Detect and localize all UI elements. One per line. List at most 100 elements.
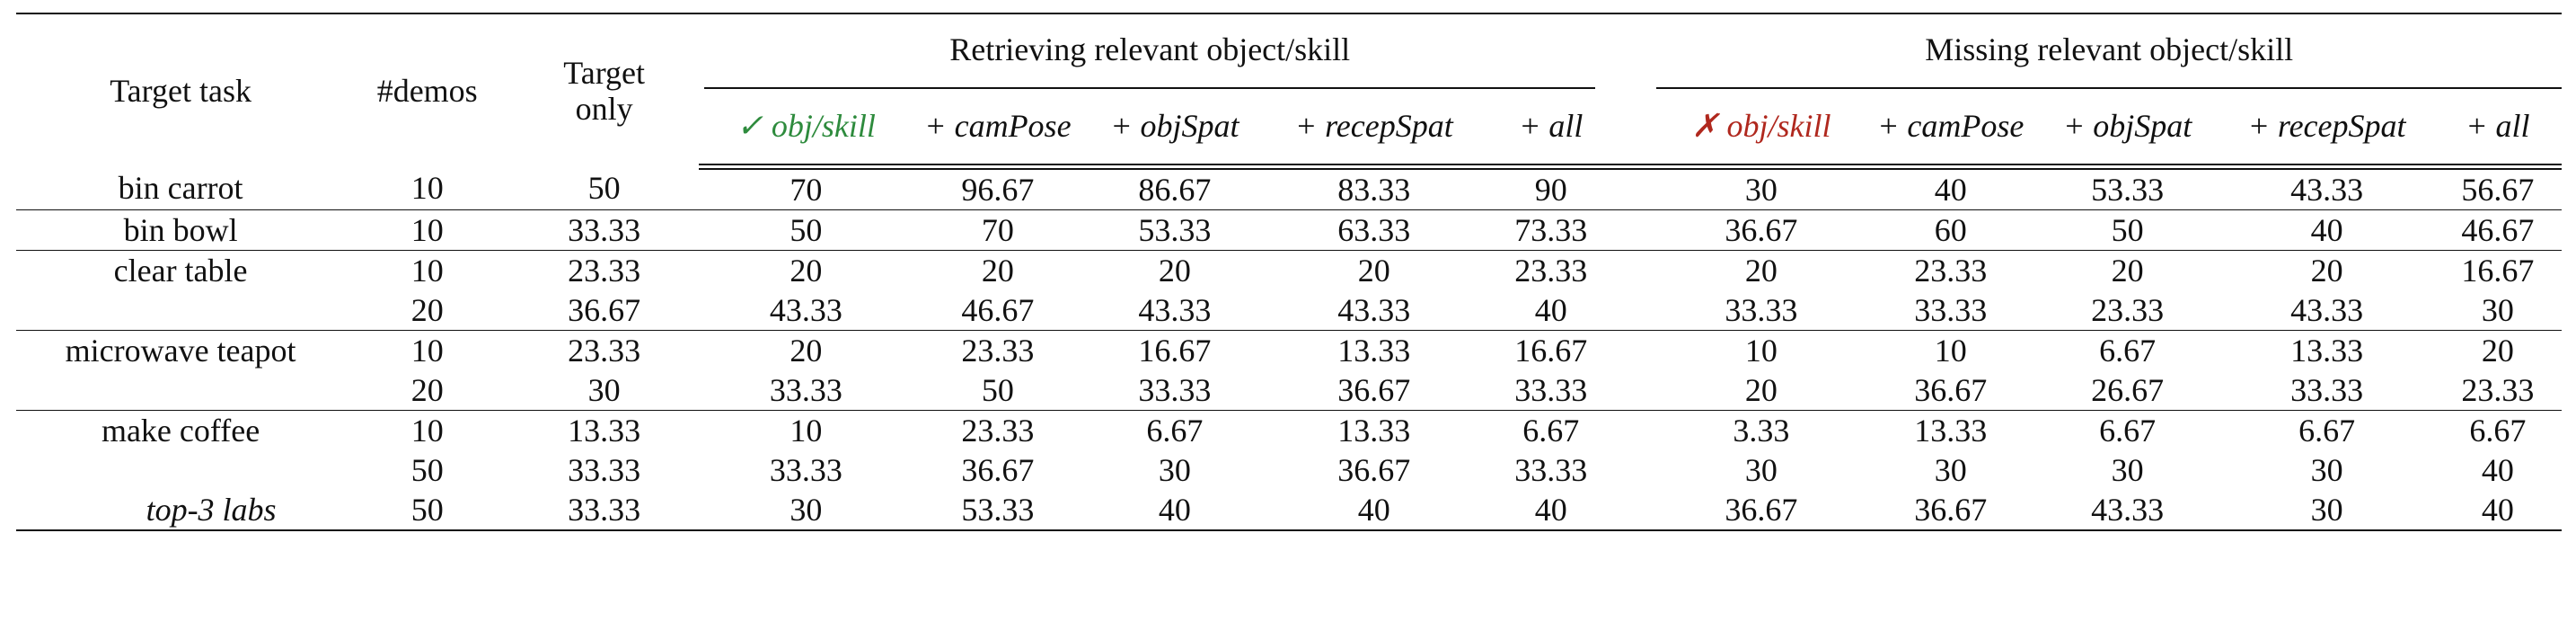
retrieving-value-cell: 40 xyxy=(1266,490,1482,531)
header-group-missing-label: Missing relevant object/skill xyxy=(1656,13,2562,89)
retrieving-value-cell: 23.33 xyxy=(961,333,1035,369)
missing-value-cell: 33.33 xyxy=(1866,290,2036,331)
retrieving-value-cell: 20 xyxy=(1357,253,1390,289)
missing-value-cell: 36.67 xyxy=(1656,209,1866,251)
demos-cell: 10 xyxy=(345,166,510,210)
column-gap xyxy=(1620,411,1656,451)
header-target-only-line1: Target xyxy=(563,54,646,91)
missing-value-cell: 6.67 xyxy=(2298,413,2356,449)
target-only-cell: 33.33 xyxy=(568,452,641,488)
retrieving-value-cell: 20 xyxy=(790,333,823,369)
header-gap xyxy=(1620,13,1657,88)
missing-value-cell: 3.33 xyxy=(1733,413,1790,449)
header-row-1: Target task #demos Target only Retrievin… xyxy=(16,13,2562,167)
table-row: 50 33.33 33.33 36.67 30 36.67 33.33 30 30 30 30 40 xyxy=(16,450,2562,490)
retrieving-value-cell: 63.33 xyxy=(1266,209,1482,251)
column-gap xyxy=(1620,166,1657,210)
header-group-missing: Missing relevant object/skill xyxy=(1656,13,2562,89)
missing-value-cell: 30 xyxy=(2219,490,2434,531)
retrieving-value-cell: 6.67 xyxy=(1146,413,1204,449)
missing-value-cell: 36.67 xyxy=(1866,490,2036,531)
retrieving-value-cell: 43.33 xyxy=(699,290,913,331)
demos-cell: 10 xyxy=(410,413,444,449)
retrieving-value-cell: 13.33 xyxy=(1337,413,1411,449)
missing-value-cell: 53.33 xyxy=(2035,166,2220,210)
header-mis-objspat: + objSpat xyxy=(2035,88,2220,170)
retrieving-value-cell: 73.33 xyxy=(1481,209,1621,251)
retrieving-value-cell: 36.67 xyxy=(1266,370,1482,411)
table-row: bin carrot 10 50 70 96.67 86.67 83.33 90 30 40 53.… xyxy=(16,166,2562,210)
task-name-cell: bin bowl xyxy=(16,209,346,251)
table-row: make coffee 10 13.33 10 23.33 6.67 13.33 6.67 3.… xyxy=(16,411,2562,451)
missing-value-cell: 40 xyxy=(2219,209,2434,251)
missing-value-cell: 6.67 xyxy=(2099,333,2157,369)
missing-value-cell: 10 xyxy=(1934,333,1967,369)
header-ret-obj-skill: ✓ obj/skill xyxy=(699,88,913,170)
retrieving-value-cell: 43.33 xyxy=(1266,290,1482,331)
header-target-only-line2: only xyxy=(575,90,633,127)
retrieving-value-cell: 23.33 xyxy=(961,413,1035,449)
missing-value-cell: 43.33 xyxy=(2035,490,2220,531)
retrieving-value-cell: 96.67 xyxy=(913,166,1083,210)
table-row: 20 30 33.33 50 33.33 36.67 33.33 20 36.67 26.67 33… xyxy=(16,370,2562,411)
retrieving-value-cell: 36.67 xyxy=(961,452,1035,488)
retrieving-value-cell: 33.33 xyxy=(769,452,842,488)
task-name-cell xyxy=(16,370,346,411)
missing-value-cell: 30 xyxy=(2310,452,2343,488)
missing-value-cell: 33.33 xyxy=(1656,290,1866,331)
header-group-retrieving-label: Retrieving relevant object/skill xyxy=(704,13,1596,89)
target-only-cell: 23.33 xyxy=(568,253,641,289)
retrieving-value-cell: 20 xyxy=(1158,253,1191,289)
column-gap xyxy=(1620,251,1656,291)
missing-value-cell: 30 xyxy=(2433,290,2562,331)
column-gap xyxy=(1620,450,1656,490)
demos-cell: 20 xyxy=(345,370,510,411)
retrieving-value-cell: 33.33 xyxy=(1481,370,1621,411)
missing-value-cell: 13.33 xyxy=(2290,333,2364,369)
retrieving-value-cell: 33.33 xyxy=(699,370,913,411)
table-row: 20 36.67 43.33 46.67 43.33 43.33 40 33.33 33.33 2… xyxy=(16,290,2562,331)
missing-value-cell: 20 xyxy=(2481,333,2514,369)
table-row: microwave teapot 10 23.33 20 23.33 16.67 13.33… xyxy=(16,331,2562,371)
header-ret-recepspat: + recepSpat xyxy=(1266,88,1482,170)
retrieving-value-cell: 40 xyxy=(1481,490,1621,531)
task-name-cell: top-3 labs xyxy=(16,490,346,531)
missing-value-cell: 40 xyxy=(2481,452,2514,488)
target-only-cell: 30 xyxy=(509,370,700,411)
missing-value-cell: 36.67 xyxy=(1866,370,2036,411)
missing-value-cell: 30 xyxy=(2111,452,2144,488)
column-gap xyxy=(1620,331,1656,371)
missing-value-cell: 23.33 xyxy=(2433,370,2562,411)
cross-icon: ✗ xyxy=(1691,108,1719,144)
header-mis-all: + all xyxy=(2433,88,2562,170)
header-target-only: Target only xyxy=(509,13,700,167)
missing-value-cell: 40 xyxy=(2433,490,2562,531)
header-mis-obj-skill: ✗ obj/skill xyxy=(1656,88,1866,170)
target-only-cell: 23.33 xyxy=(568,333,641,369)
task-name-cell xyxy=(16,290,346,331)
missing-value-cell: 30 xyxy=(1934,452,1967,488)
retrieving-value-cell: 36.67 xyxy=(1337,452,1411,488)
table-row: clear table 10 23.33 20 20 20 20 23.33 20 23.33 20… xyxy=(16,251,2562,291)
demos-cell: 10 xyxy=(410,333,444,369)
target-only-cell: 33.33 xyxy=(509,209,700,251)
retrieving-value-cell: 83.33 xyxy=(1266,166,1482,210)
missing-value-cell: 10 xyxy=(1744,333,1778,369)
table-row: top-3 labs 50 33.33 30 53.33 40 40 40 36.67 36.67… xyxy=(16,490,2562,531)
column-gap xyxy=(1620,290,1657,331)
retrieving-value-cell: 23.33 xyxy=(1514,253,1588,289)
missing-value-cell: 30 xyxy=(1656,166,1866,210)
target-only-cell: 36.67 xyxy=(509,290,700,331)
table-row: bin bowl 10 33.33 50 70 53.33 63.33 73.33 36.67 6… xyxy=(16,209,2562,251)
retrieving-value-cell: 70 xyxy=(913,209,1083,251)
retrieving-value-cell: 10 xyxy=(790,413,823,449)
header-ret-obj-skill-label: obj/skill xyxy=(771,108,876,144)
missing-value-cell: 46.67 xyxy=(2433,209,2562,251)
retrieving-value-cell: 20 xyxy=(981,253,1014,289)
retrieving-value-cell: 50 xyxy=(913,370,1083,411)
retrieving-value-cell: 50 xyxy=(699,209,913,251)
missing-value-cell: 40 xyxy=(1866,166,2036,210)
missing-value-cell: 50 xyxy=(2035,209,2220,251)
check-icon: ✓ xyxy=(736,108,763,144)
